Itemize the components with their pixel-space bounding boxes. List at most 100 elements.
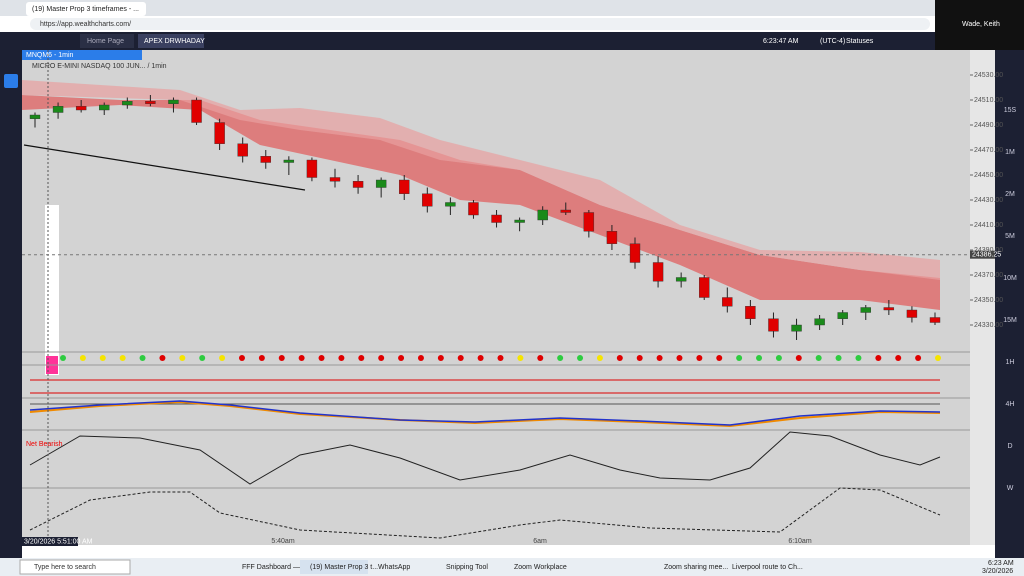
candle-body <box>583 212 595 232</box>
price-axis <box>970 50 995 545</box>
url: https://app.wealthcharts.com/ <box>40 21 131 28</box>
cloud <box>22 95 940 310</box>
user-box <box>935 0 1024 50</box>
candle-body <box>745 306 756 319</box>
candle-body <box>791 324 802 332</box>
last-price-label: 24386.25 <box>972 252 1001 259</box>
time-label: 6am <box>533 538 547 545</box>
signal-dot <box>378 355 385 361</box>
candle-body <box>122 101 133 106</box>
candle-body <box>537 209 548 221</box>
timeframe[interactable]: 5M <box>1005 233 1015 240</box>
candle-body <box>214 122 225 144</box>
taskbar-app-label: Snipping Tool <box>446 564 488 571</box>
taskbar-app-label: (19) Master Prop 3 t... <box>310 564 378 571</box>
candle-body <box>514 219 525 223</box>
timeframe[interactable]: 1M <box>1005 149 1015 156</box>
candle-body <box>675 277 687 282</box>
app-bar <box>0 32 935 50</box>
candle-body <box>352 181 364 188</box>
timeframe[interactable]: 10M <box>1003 275 1017 282</box>
signal-dot <box>219 355 226 361</box>
taskbar-app-label: Liverpool route to Ch... <box>732 564 803 571</box>
candle-body <box>606 231 618 244</box>
price-label: 24510.00 <box>974 97 1003 104</box>
candle-body <box>191 99 202 123</box>
taskbar-app-label: Zoom sharing mee... <box>664 564 728 571</box>
candle-body <box>99 104 110 111</box>
candle-body <box>145 101 156 104</box>
app-tab[interactable] <box>138 34 204 48</box>
timeframe[interactable]: 15M <box>1003 317 1017 324</box>
candle-body <box>860 307 871 313</box>
candle-body <box>906 309 918 318</box>
time-label: 5:40am <box>271 538 295 545</box>
candle-body <box>29 114 41 119</box>
taskbar-app-label: FFF Dashboard —... <box>242 564 306 571</box>
signal-dot <box>398 355 405 361</box>
timeframe[interactable]: D <box>1007 443 1012 450</box>
timeframe[interactable]: 1H <box>1006 359 1015 366</box>
search-box[interactable] <box>19 559 131 575</box>
candle-body <box>629 243 641 263</box>
candle-body <box>306 159 318 178</box>
taskbar-app-label: WhatsApp <box>378 564 410 571</box>
price-label: 24370.00 <box>974 272 1003 279</box>
app-tab[interactable] <box>80 34 134 48</box>
signal-dot <box>915 355 922 361</box>
candle-body <box>468 202 479 216</box>
signal-dot <box>79 355 86 361</box>
signal-dot <box>696 355 703 361</box>
signal-dot <box>338 355 345 361</box>
candle-body <box>652 262 664 282</box>
signal-dot <box>358 355 365 361</box>
signal-dot <box>895 355 902 361</box>
symbol-tab[interactable] <box>22 50 142 60</box>
cloud-outer <box>22 80 940 280</box>
taskbar-app-label: Zoom Workplace <box>514 564 567 571</box>
timezone: (UTC-4) <box>820 38 845 45</box>
signal-dot <box>497 355 504 361</box>
browser-tab[interactable] <box>26 2 146 16</box>
price-label: 24470.00 <box>974 147 1003 154</box>
panel-label: Net Bearish <box>26 441 63 448</box>
clock: 6:23:47 AM <box>763 38 799 45</box>
signal-dot <box>278 355 285 361</box>
taskbar-time: 6:23 AM <box>988 560 1014 567</box>
signal-dot <box>875 355 882 361</box>
price-label: 24530.00 <box>974 72 1003 79</box>
time-label: 6:10am <box>788 538 812 545</box>
symbol-description: MICRO E-MINI NASDAQ 100 JUN... / 1min <box>32 63 167 70</box>
ma-line <box>29 400 941 428</box>
candle-body <box>283 159 295 163</box>
price-label: 24450.00 <box>974 172 1003 179</box>
timeframe[interactable]: 4H <box>1006 401 1015 408</box>
candle-body <box>168 99 179 104</box>
symbol: MNQM6 - 1min <box>26 52 74 59</box>
signal-dot <box>139 355 146 361</box>
signal-dot <box>795 355 802 361</box>
candle-body <box>422 193 433 207</box>
signal-dot <box>179 355 186 361</box>
address-bar[interactable] <box>30 18 930 30</box>
taskbar-app[interactable] <box>300 560 368 574</box>
timeframe[interactable]: 15S <box>1004 107 1017 114</box>
signal-dot <box>238 355 245 361</box>
price-label: 24410.00 <box>974 222 1003 229</box>
signal-dot <box>636 355 643 361</box>
price-label: 24430.00 <box>974 197 1003 204</box>
cursor-time: 3/20/2026 5:51:00 AM <box>24 538 93 545</box>
app-tab-label: APEX DRWHADAY <box>144 38 205 45</box>
candle-body <box>837 312 848 319</box>
timeframe[interactable]: W <box>1007 485 1014 492</box>
signal-dot <box>119 355 126 361</box>
trend-line <box>23 144 306 191</box>
left-toolbar <box>0 50 22 558</box>
timeframe[interactable]: 2M <box>1005 191 1015 198</box>
signal-dot <box>716 355 723 361</box>
add-button[interactable] <box>4 74 18 88</box>
tab-bar <box>0 0 1024 16</box>
signal-dot <box>855 355 862 361</box>
signal-dot <box>298 355 305 361</box>
